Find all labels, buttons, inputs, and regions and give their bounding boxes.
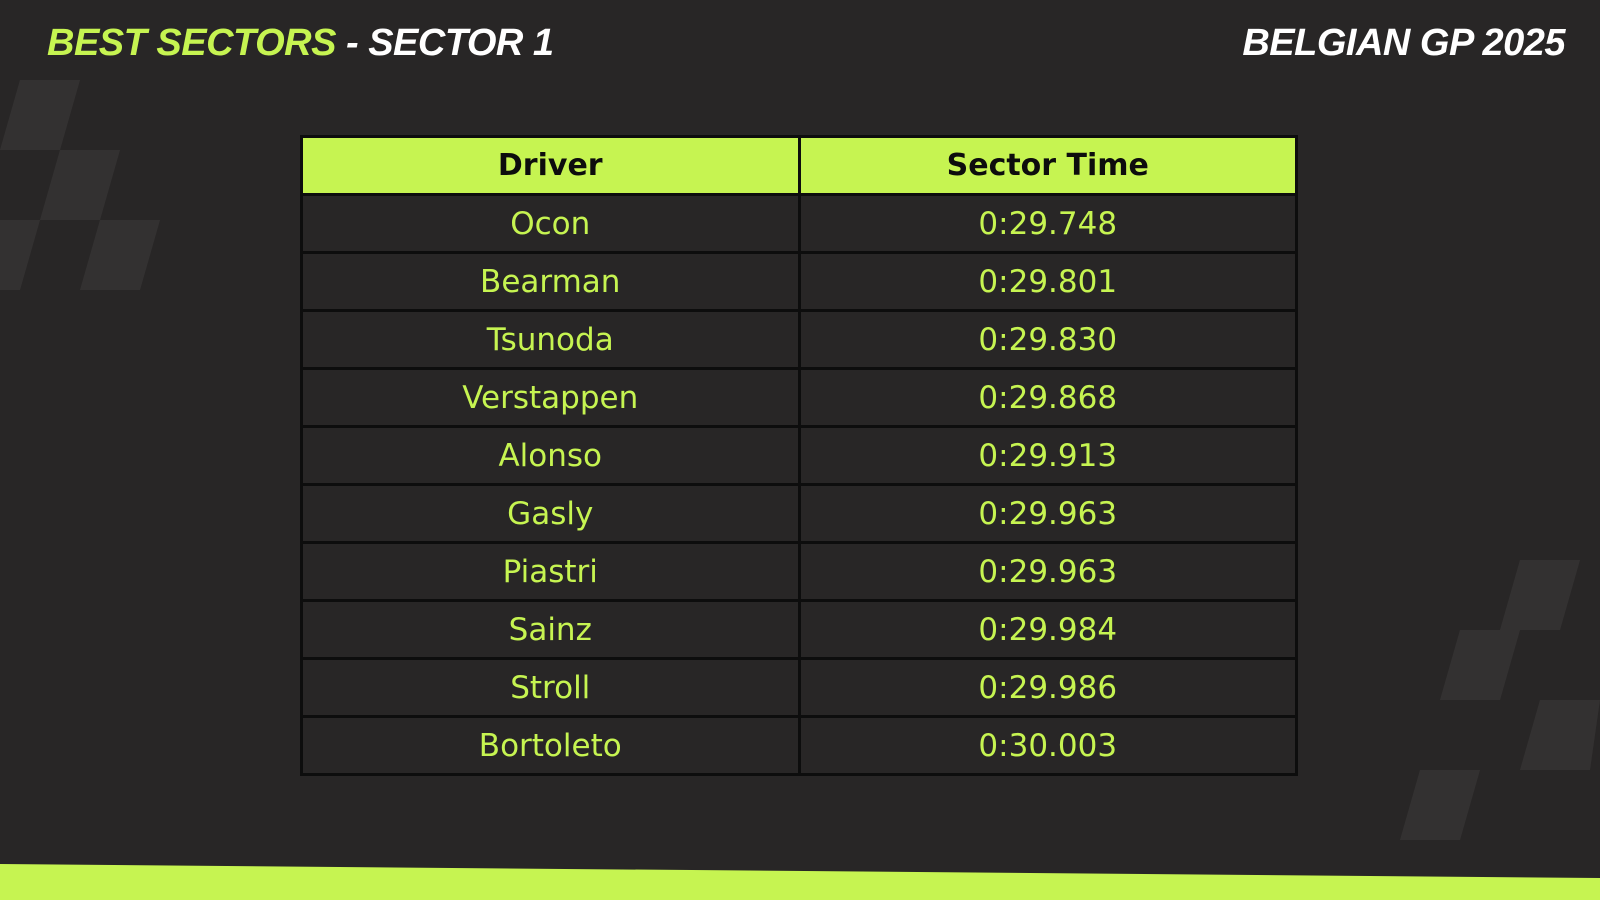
driver-cell: Tsunoda: [300, 309, 801, 370]
table-row: Stroll 0:29.986: [300, 657, 1298, 718]
driver-cell: Alonso: [300, 425, 801, 486]
driver-cell: Stroll: [300, 657, 801, 718]
table-row: Verstappen 0:29.868: [300, 367, 1298, 428]
title-accent: BEST SECTORS: [47, 22, 336, 64]
accent-stripe: [0, 864, 1600, 900]
sector-time-cell: 0:29.986: [797, 657, 1298, 718]
table-row: Alonso 0:29.913: [300, 425, 1298, 486]
driver-cell: Sainz: [300, 599, 801, 660]
driver-cell: Bearman: [300, 251, 801, 312]
table-row: Tsunoda 0:29.830: [300, 309, 1298, 370]
driver-cell: Verstappen: [300, 367, 801, 428]
column-header-sector-time: Sector Time: [797, 135, 1298, 196]
sector-times-table: Driver Sector Time Ocon 0:29.748 Bearman…: [300, 135, 1298, 776]
sector-time-cell: 0:30.003: [797, 715, 1298, 776]
title-sector: - SECTOR 1: [335, 22, 554, 64]
driver-cell: Piastri: [300, 541, 801, 602]
sector-time-cell: 0:29.868: [797, 367, 1298, 428]
table-row: Sainz 0:29.984: [300, 599, 1298, 660]
table-row: Piastri 0:29.963: [300, 541, 1298, 602]
sector-time-cell: 0:29.984: [797, 599, 1298, 660]
event-title: BELGIAN GP 2025: [1242, 22, 1565, 64]
table-row: Gasly 0:29.963: [300, 483, 1298, 544]
column-header-driver: Driver: [300, 135, 801, 196]
table-row: Bortoleto 0:30.003: [300, 715, 1298, 776]
table-header-row: Driver Sector Time: [300, 135, 1298, 196]
sector-time-cell: 0:29.830: [797, 309, 1298, 370]
table-row: Bearman 0:29.801: [300, 251, 1298, 312]
table-row: Ocon 0:29.748: [300, 193, 1298, 254]
sector-time-cell: 0:29.963: [797, 541, 1298, 602]
sector-time-cell: 0:29.913: [797, 425, 1298, 486]
sector-time-cell: 0:29.748: [797, 193, 1298, 254]
driver-cell: Gasly: [300, 483, 801, 544]
page-title: BEST SECTORS - SECTOR 1: [47, 22, 554, 65]
sector-time-cell: 0:29.801: [797, 251, 1298, 312]
driver-cell: Bortoleto: [300, 715, 801, 776]
driver-cell: Ocon: [300, 193, 801, 254]
sector-time-cell: 0:29.963: [797, 483, 1298, 544]
